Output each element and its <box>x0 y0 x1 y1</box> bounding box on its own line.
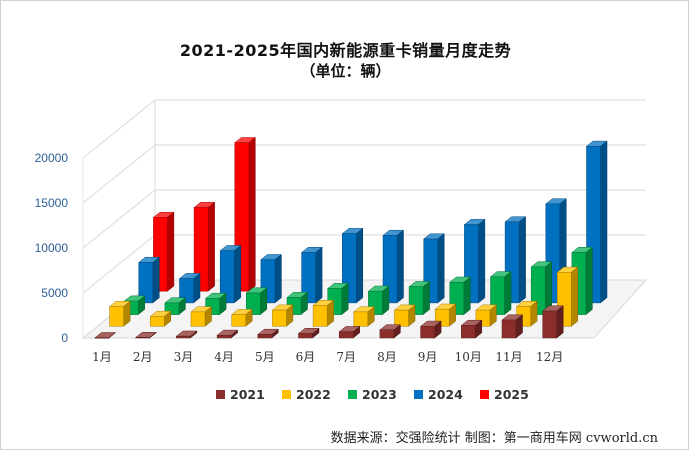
x-axis-ticks: 1月 2月 3月 4月 5月 6月 7月 8月 9月 10月 11月 12月 <box>92 350 563 364</box>
bar-2024-10月 <box>504 216 527 304</box>
bar-2022-7月 <box>353 306 376 327</box>
x-tick-label: 9月 <box>418 350 438 364</box>
bar-2022-2月 <box>149 310 172 327</box>
bar-2021-9月 <box>419 320 442 339</box>
bar-2022-3月 <box>190 306 213 327</box>
grid-line-side <box>82 234 156 294</box>
legend-swatch-2024 <box>414 390 423 399</box>
bar-2022-10月 <box>475 304 498 327</box>
x-tick-label: 11月 <box>495 350 522 364</box>
bar-2022-5月 <box>271 304 294 327</box>
bar-2024-12月 <box>585 140 608 304</box>
x-tick-label: 5月 <box>255 350 275 364</box>
chart-title: 2021-2025年国内新能源重卡销量月度走势 <box>179 41 512 60</box>
y-axis-ticks: 0 5000 10000 15000 20000 <box>35 151 69 345</box>
y-tick-label: 15000 <box>35 196 69 210</box>
x-tick-label: 2月 <box>133 350 153 364</box>
legend: 2021 2022 2023 2024 2025 <box>216 387 529 402</box>
bar-2022-6月 <box>312 299 335 327</box>
bar-2025-2月 <box>193 201 216 292</box>
bar-2022-4月 <box>230 308 253 327</box>
bar-2021-3月 <box>175 330 198 339</box>
bar-2024-1月 <box>138 256 161 304</box>
legend-label-2024: 2024 <box>428 387 463 402</box>
bar-2021-11月 <box>501 314 524 339</box>
bar-2024-9月 <box>463 218 486 304</box>
x-tick-label: 10月 <box>455 350 482 364</box>
bar-2021-5月 <box>257 328 280 339</box>
bar-2021-12月 <box>541 305 564 339</box>
grid-line-side <box>82 144 156 204</box>
bar-2023-2月 <box>164 297 187 316</box>
legend-swatch-2022 <box>282 390 291 399</box>
y-tick-label: 0 <box>61 331 68 345</box>
legend-label-2021: 2021 <box>230 387 265 402</box>
bar-2021-6月 <box>297 327 320 339</box>
bar-2024-5月 <box>300 246 323 304</box>
legend-label-2022: 2022 <box>296 387 331 402</box>
bar-2024-2月 <box>178 272 201 304</box>
x-tick-label: 8月 <box>377 350 397 364</box>
y-tick-label: 5000 <box>41 286 68 300</box>
bar-2024-4月 <box>260 253 283 304</box>
grid-line-side <box>82 189 156 249</box>
legend-label-2025: 2025 <box>494 387 529 402</box>
x-tick-label: 1月 <box>92 350 112 364</box>
bar-2021-7月 <box>338 325 361 339</box>
bar-2021-1月 <box>94 332 117 339</box>
legend-swatch-2025 <box>480 390 489 399</box>
x-tick-label: 3月 <box>174 350 194 364</box>
chart-subtitle: （单位：辆） <box>300 62 391 80</box>
bar-2023-4月 <box>245 287 268 316</box>
bars-layer <box>94 136 608 339</box>
legend-swatch-2021 <box>216 390 225 399</box>
bar-2024-3月 <box>219 244 242 304</box>
legend-swatch-2023 <box>348 390 357 399</box>
legend-label-2023: 2023 <box>362 387 397 402</box>
x-tick-label: 12月 <box>536 350 563 364</box>
bar-2021-8月 <box>379 324 402 339</box>
bar-2022-8月 <box>393 304 416 327</box>
grid-line-side <box>82 99 156 159</box>
x-tick-label: 4月 <box>214 350 234 364</box>
y-tick-label: 20000 <box>35 151 69 165</box>
y-tick-label: 10000 <box>35 241 69 255</box>
source-note: 数据来源：交强险统计 制图：第一商用车网 cvworld.cn <box>330 431 658 446</box>
bar-2021-10月 <box>460 319 483 339</box>
x-tick-label: 6月 <box>296 350 316 364</box>
x-tick-label: 7月 <box>336 350 356 364</box>
bar-2021-4月 <box>216 329 239 339</box>
bar-2021-2月 <box>134 331 157 339</box>
bar-2022-1月 <box>108 300 131 327</box>
